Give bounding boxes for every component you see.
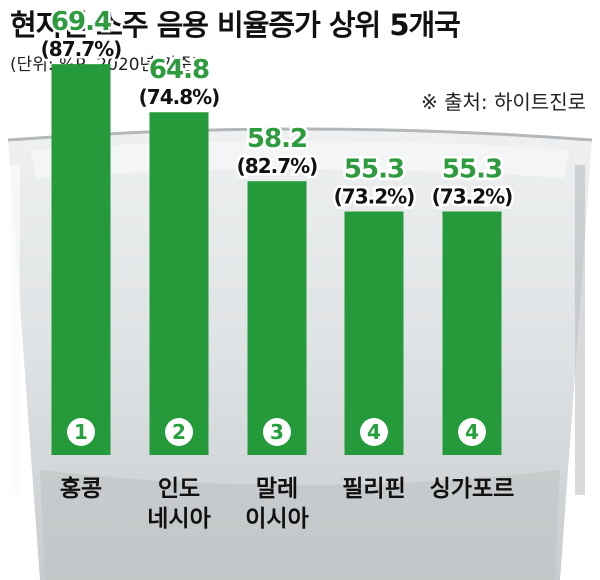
bar <box>344 211 404 455</box>
category-label: 네시아 <box>147 506 210 532</box>
category-label: 필리핀 <box>342 476 405 502</box>
bar <box>149 112 209 456</box>
rank-number: 2 <box>172 420 186 444</box>
value-label: 55.3 <box>344 155 404 185</box>
category-label: 말레 <box>256 476 298 502</box>
rank-badge <box>263 418 291 446</box>
rank-number: 1 <box>74 420 88 444</box>
category-label: 인도 <box>158 476 200 502</box>
category-label: 싱가포르 <box>430 476 515 502</box>
category-label: 이시아 <box>245 506 308 532</box>
percent-label: (82.7%) <box>237 154 318 178</box>
bar <box>247 181 307 455</box>
chart-title: 현지인 소주 음용 비율증가 상위 5개국 <box>10 8 461 42</box>
percent-label: (74.8%) <box>139 85 220 109</box>
value-label: 58.2 <box>247 124 307 154</box>
source-note: ※ 출처: 하이트진로 <box>420 90 586 114</box>
value-label: 64.8 <box>149 55 209 85</box>
value-label: 55.3 <box>442 155 502 185</box>
rank-badge <box>165 418 193 446</box>
value-label: 69.4 <box>51 7 111 37</box>
rank-number: 4 <box>465 420 479 444</box>
percent-label: (87.7%) <box>41 37 122 61</box>
rank-badge <box>458 418 486 446</box>
rank-badge <box>67 418 95 446</box>
percent-label: (73.2%) <box>432 185 513 209</box>
percent-label: (73.2%) <box>334 185 415 209</box>
rank-number: 3 <box>270 420 284 444</box>
bar <box>442 211 502 455</box>
category-label: 홍콩 <box>60 476 102 502</box>
bar <box>51 64 111 456</box>
rank-badge <box>360 418 388 446</box>
rank-number: 4 <box>367 420 381 444</box>
